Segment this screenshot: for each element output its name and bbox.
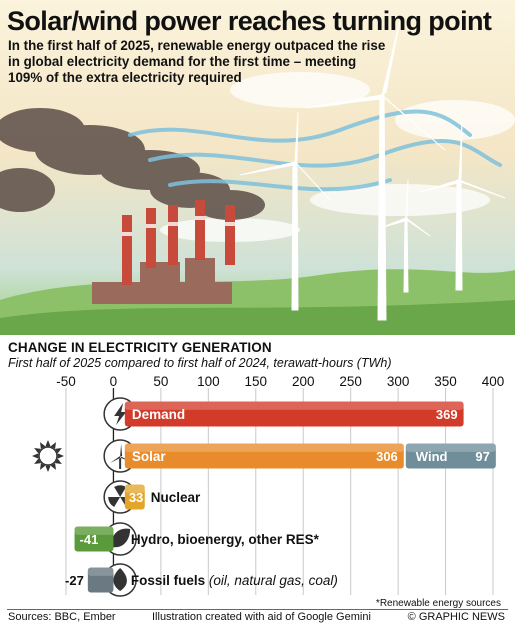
- row-label: Solar: [132, 449, 167, 464]
- sources: Sources: BBC, Ember: [8, 611, 116, 623]
- value-label: 369: [436, 407, 458, 422]
- x-tick-label: 400: [482, 374, 505, 389]
- x-tick-label: 250: [339, 374, 362, 389]
- lightning-icon: [114, 403, 127, 425]
- bar-highlight: [124, 401, 464, 410]
- row-label-suffix: (oil, natural gas, coal): [205, 573, 338, 588]
- bar: [87, 567, 114, 593]
- electricity-generation-chart: -50 0 50 100 150 200 250 300 350 400 369 Demand 306 9…: [32, 374, 505, 597]
- chart-title: CHANGE IN ELECTRICITY GENERATION: [8, 340, 272, 355]
- row-label: Hydro, bioenergy, other RES*: [131, 532, 320, 547]
- bar: [124, 443, 404, 469]
- illustration-credit: Illustration created with aid of Google …: [152, 611, 371, 623]
- windmill-icon: [110, 444, 132, 469]
- value-label: -41: [80, 532, 99, 547]
- x-tick-label: 150: [245, 374, 268, 389]
- value-label: 306: [376, 449, 398, 464]
- x-tick-label: 50: [153, 374, 168, 389]
- x-tick-label: 0: [110, 374, 118, 389]
- bar-highlight: [405, 443, 496, 452]
- bar: [405, 443, 496, 469]
- bar: [124, 484, 145, 510]
- chart-subtitle: First half of 2025 compared to first hal…: [8, 356, 392, 370]
- sun-icon: [38, 446, 58, 466]
- bar-highlight: [74, 526, 114, 535]
- flame-icon: [113, 568, 127, 591]
- value-label: 33: [129, 490, 143, 505]
- x-tick-label: 100: [197, 374, 220, 389]
- row-label: Fossil fuels (oil, natural gas, coal): [131, 573, 338, 588]
- footer-divider: [7, 609, 508, 610]
- page-subtitle: In the first half of 2025, renewable ene…: [8, 38, 386, 85]
- leaf-icon: [111, 528, 131, 548]
- header-illustration: Solar/wind power reaches turning point I…: [0, 0, 515, 335]
- brand-credit: © GRAPHIC NEWS: [407, 611, 505, 623]
- row-label: Demand: [132, 407, 185, 422]
- page-title: Solar/wind power reaches turning point: [7, 6, 492, 36]
- value-label: 97: [475, 449, 489, 464]
- x-tick-label: 200: [292, 374, 315, 389]
- series-label: Wind: [416, 449, 448, 464]
- bar-highlight: [124, 443, 404, 452]
- wind-farm-illustration: [0, 108, 515, 335]
- row-label: Nuclear: [151, 490, 201, 505]
- x-tick-label: -50: [56, 374, 76, 389]
- footnote: *Renewable energy sources: [375, 598, 501, 609]
- bar-highlight: [124, 484, 145, 493]
- bar: [124, 401, 464, 427]
- bar-highlight: [87, 567, 114, 576]
- value-label: -27: [65, 573, 84, 588]
- bar: [74, 526, 114, 552]
- x-tick-label: 350: [434, 374, 457, 389]
- x-tick-label: 300: [387, 374, 410, 389]
